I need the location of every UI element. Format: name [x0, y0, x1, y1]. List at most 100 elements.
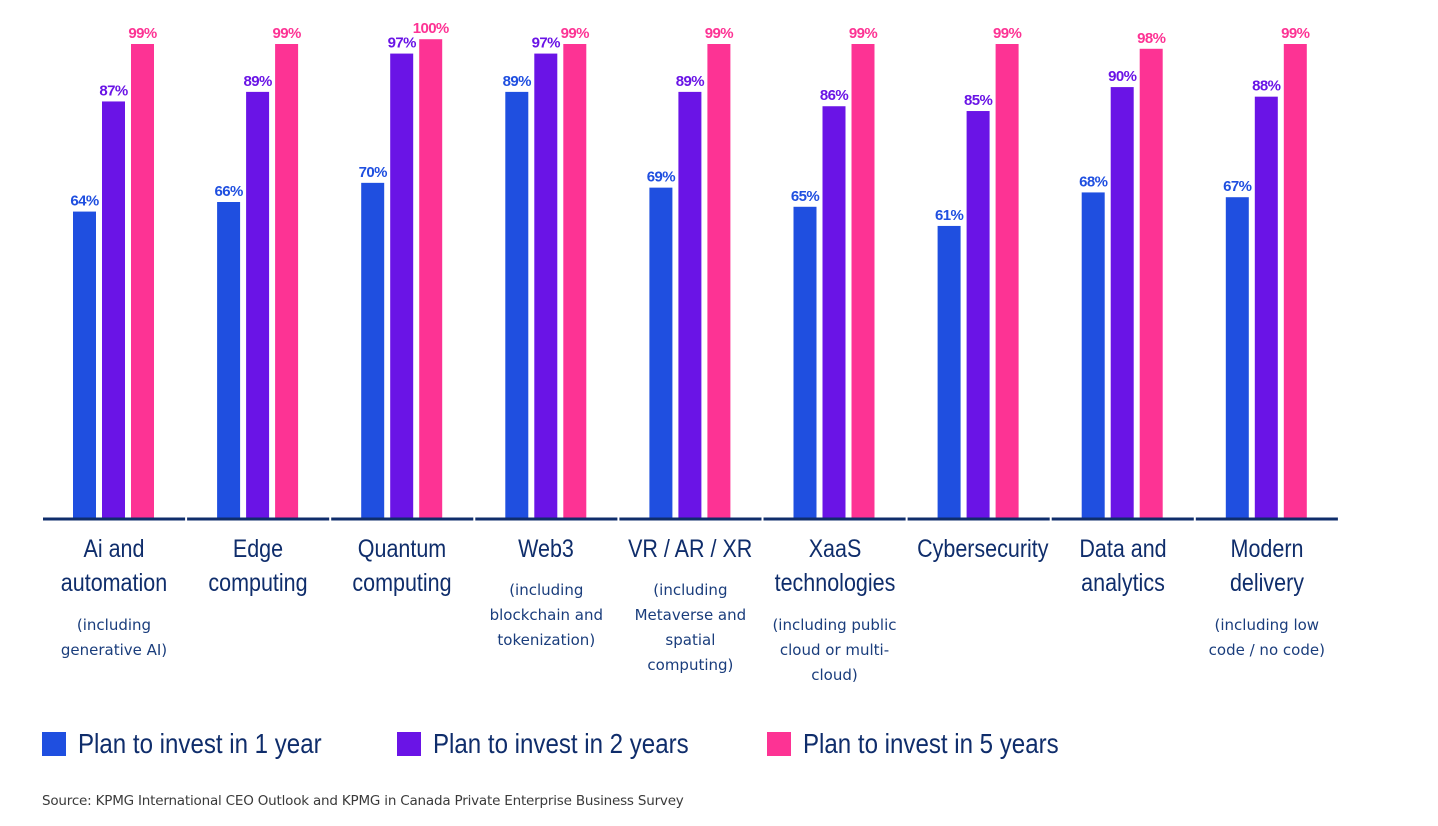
- value-label-1-year: 67%: [1223, 178, 1251, 195]
- category-label: Ai and automation: [52, 532, 176, 600]
- value-label-5-years: 99%: [1281, 25, 1309, 42]
- category-sublabel-line: (including low: [1214, 616, 1320, 634]
- value-label-1-year: 64%: [70, 193, 98, 210]
- bar-5-years: [1139, 48, 1163, 519]
- bar-5-years: [1283, 44, 1307, 518]
- legend-item-1-year: Plan to invest in 1 year: [42, 728, 361, 760]
- bar-2-years: [1110, 87, 1134, 518]
- legend-label: Plan to invest in 2 years: [433, 728, 689, 759]
- bar-5-years: [275, 44, 299, 518]
- legend-item-2-years: Plan to invest in 2 years: [397, 728, 730, 760]
- value-label-5-years: 99%: [705, 25, 733, 42]
- category-sublabel: (including blockchain and tokenization): [474, 578, 618, 653]
- category-sublabel-line: (including: [509, 581, 584, 599]
- value-label-5-years: 99%: [849, 25, 877, 42]
- category-label: XaaS technologies: [773, 532, 897, 600]
- category-label-line: XaaS: [808, 535, 861, 563]
- legend-item-5-years: Plan to invest in 5 years: [766, 728, 1100, 760]
- bar-2-years: [102, 101, 125, 519]
- category-label: VR / AR / XR: [628, 532, 752, 566]
- category-label: Modern delivery: [1205, 532, 1329, 600]
- category-label-line: VR / AR / XR: [628, 535, 753, 563]
- value-label-1-year: 68%: [1079, 173, 1107, 190]
- value-label-1-year: 89%: [503, 73, 531, 90]
- category-label-line: technologies: [774, 569, 895, 597]
- category-sublabel-line: spatial: [665, 631, 716, 649]
- bar-2-years: [966, 111, 990, 518]
- value-label-1-year: 70%: [359, 164, 387, 181]
- bar-1-year: [1225, 197, 1249, 518]
- category-label-line: Quantum: [357, 535, 447, 563]
- bar-1-year: [505, 91, 529, 518]
- value-label-2-years: 87%: [99, 82, 127, 99]
- bar-5-years: [419, 39, 443, 518]
- category-sublabel: (including public cloud or multi-cloud): [763, 613, 907, 688]
- category-label-line: Edge: [232, 535, 284, 563]
- category-label-line: analytics: [1080, 569, 1165, 597]
- value-label-1-year: 65%: [791, 188, 819, 205]
- category-label: Edge computing: [196, 532, 320, 600]
- category-sublabel-line: cloud or multi-: [779, 641, 890, 659]
- value-label-5-years: 99%: [993, 25, 1021, 42]
- category-label-line: Data and: [1079, 535, 1167, 563]
- value-label-2-years: 89%: [676, 73, 704, 90]
- category-label: Data and analytics: [1061, 532, 1185, 600]
- category-label: Web3: [484, 532, 608, 566]
- bar-1-year: [649, 187, 673, 519]
- bars-layer: [73, 39, 1307, 519]
- legend-swatch-5-years: [766, 732, 791, 756]
- bar-2-years: [1254, 96, 1278, 519]
- source-note: Source: KPMG International CEO Outlook a…: [42, 793, 684, 809]
- value-label-2-years: 97%: [388, 35, 416, 52]
- value-label-2-years: 85%: [964, 92, 992, 109]
- category-sublabel-line: (including: [653, 581, 728, 599]
- category-sublabel-line: (including public: [772, 616, 897, 634]
- value-labels-layer: 64%87%99%66%89%99%70%97%100%89%97%99%69%…: [70, 20, 1310, 224]
- value-label-5-years: 99%: [561, 25, 589, 42]
- category-sublabel: (including generative AI): [42, 613, 186, 663]
- category-label: Cybersecurity: [916, 532, 1049, 566]
- category-sublabel-line: code / no code): [1208, 641, 1325, 659]
- legend: Plan to invest in 1 year Plan to invest …: [42, 728, 1136, 760]
- legend-label: Plan to invest in 1 year: [78, 728, 322, 759]
- bar-1-year: [73, 211, 96, 519]
- category-sublabel-line: computing): [647, 656, 734, 674]
- legend-label: Plan to invest in 5 years: [802, 728, 1059, 759]
- bar-2-years: [390, 53, 414, 519]
- bar-5-years: [851, 44, 875, 518]
- category-sublabel: (including Metaverse and spatial computing): [618, 578, 762, 678]
- bar-5-years: [995, 44, 1019, 518]
- category-sublabel-line: generative AI): [60, 641, 168, 659]
- category-label-line: Modern: [1230, 535, 1304, 563]
- category-label-line: computing: [352, 569, 452, 597]
- bar-1-year: [1081, 192, 1105, 518]
- category-label-line: delivery: [1229, 569, 1304, 597]
- bar-1-year: [361, 182, 385, 518]
- value-label-2-years: 97%: [532, 35, 560, 52]
- value-label-1-year: 66%: [214, 183, 242, 200]
- category-label-line: Web3: [518, 535, 575, 563]
- value-label-2-years: 90%: [1108, 68, 1136, 85]
- legend-swatch-1-year: [42, 732, 66, 756]
- category-sublabel-line: blockchain and: [489, 606, 603, 624]
- value-label-5-years: 99%: [128, 25, 156, 42]
- bar-2-years: [822, 106, 846, 518]
- bar-1-year: [937, 225, 961, 518]
- category-sublabel-line: (including: [76, 616, 152, 634]
- legend-swatch-2-years: [397, 732, 422, 756]
- category-label-line: computing: [208, 569, 308, 597]
- bar-2-years: [678, 91, 702, 518]
- value-label-5-years: 98%: [1137, 30, 1165, 47]
- value-label-2-years: 89%: [243, 73, 271, 90]
- value-label-2-years: 86%: [820, 87, 848, 104]
- value-label-5-years: 100%: [413, 20, 449, 37]
- bar-2-years: [246, 91, 270, 518]
- bar-1-year: [217, 202, 241, 518]
- category-sublabel-line: cloud): [811, 666, 858, 684]
- category-label-line: Cybersecurity: [916, 535, 1049, 563]
- value-label-2-years: 88%: [1252, 78, 1280, 95]
- category-label-line: Ai and: [83, 535, 145, 563]
- category-sublabel-line: tokenization): [497, 631, 596, 649]
- bar-5-years: [563, 44, 587, 518]
